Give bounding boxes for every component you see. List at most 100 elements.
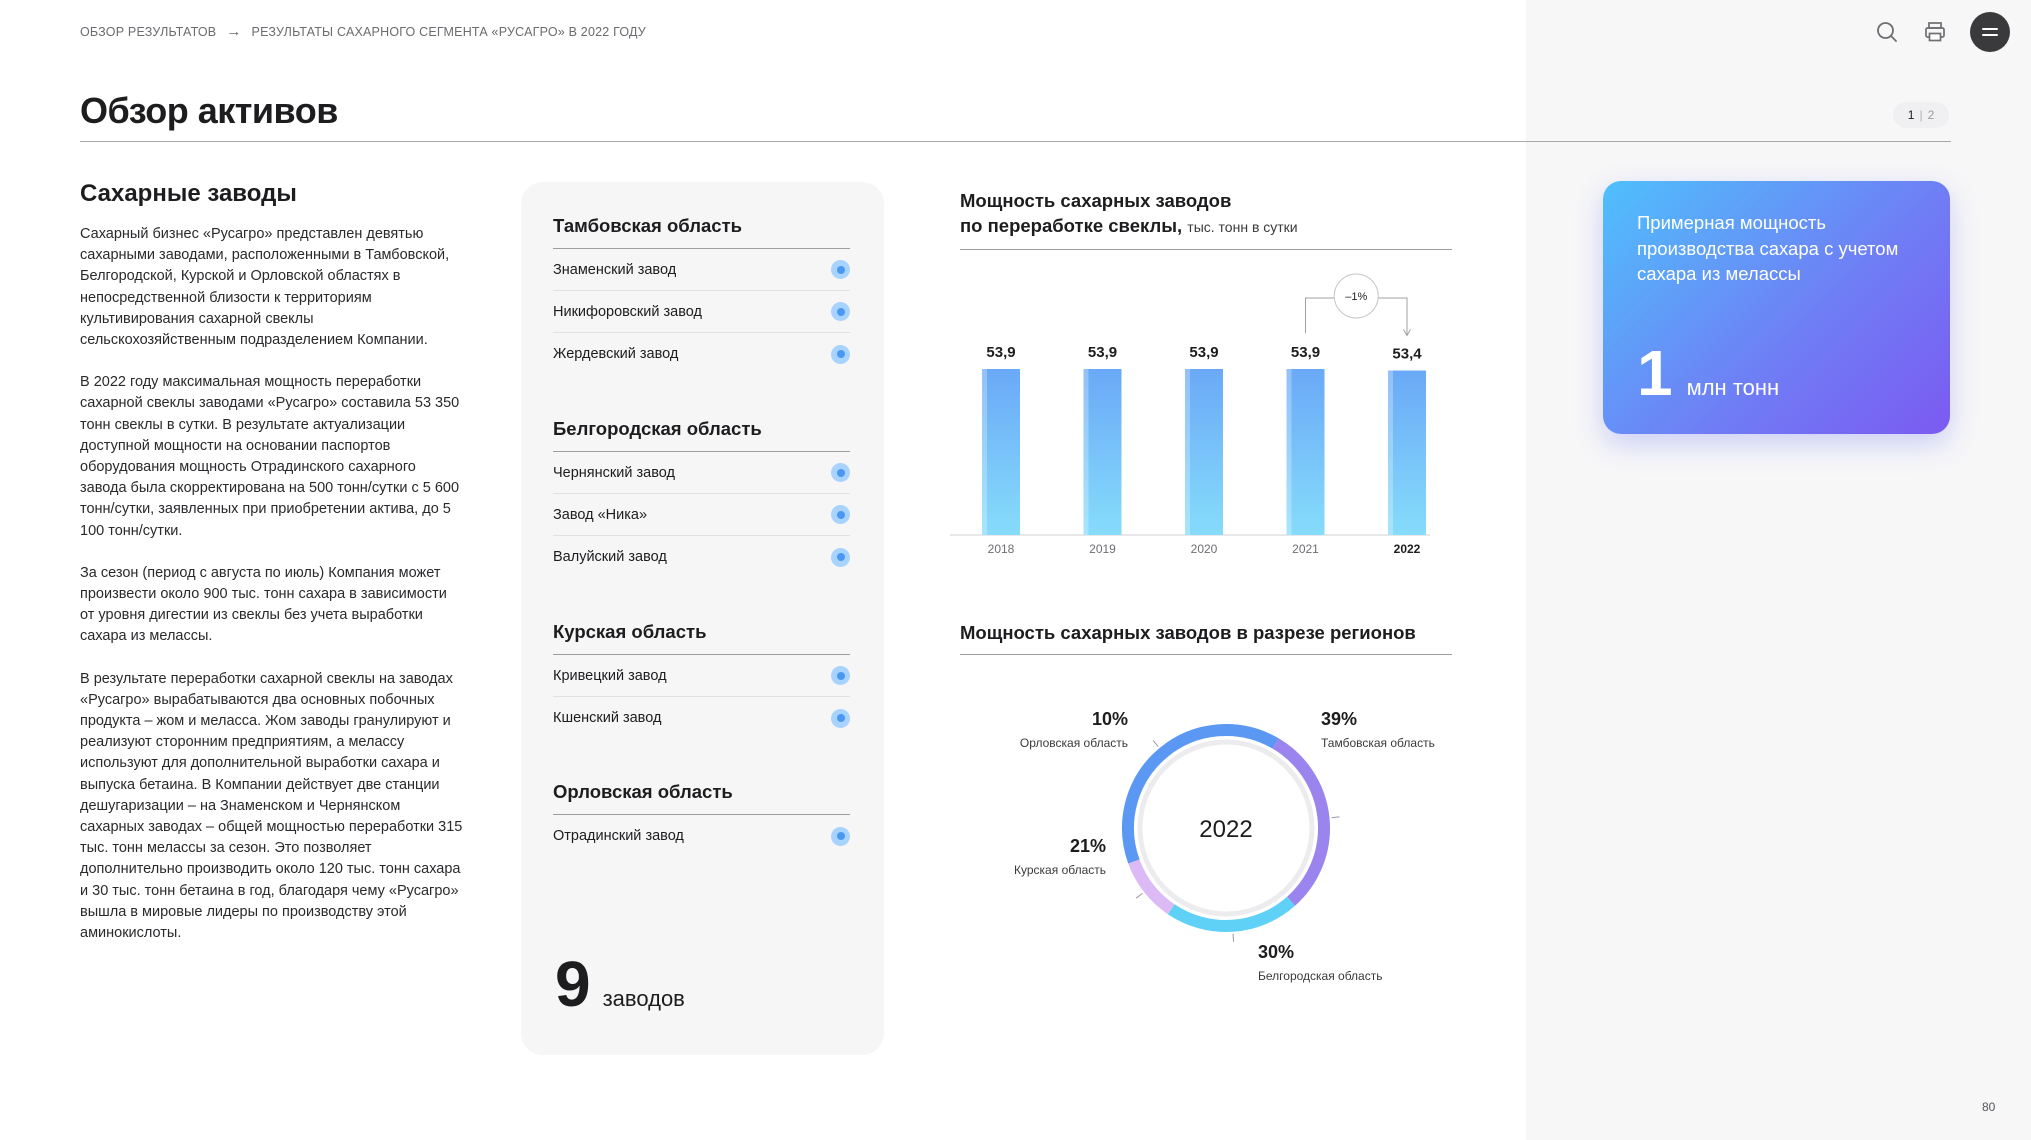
- slice-percent-label: 39%: [1321, 709, 1357, 729]
- paragraph: Сахарный бизнес «Русагро» представлен де…: [80, 226, 450, 349]
- map-pin-icon[interactable]: [831, 260, 850, 279]
- page-number: 80: [1982, 1100, 1996, 1114]
- callout-unit: млн тонн: [1686, 375, 1780, 400]
- paragraph: В результате переработки сахарной свеклы…: [80, 670, 463, 942]
- plant-row[interactable]: Никифоровский завод: [553, 291, 850, 333]
- map-pin-icon[interactable]: [831, 505, 850, 524]
- pager-current[interactable]: 1: [1907, 108, 1915, 122]
- pager-next[interactable]: 2: [1927, 108, 1935, 122]
- region-oryol: Орловская область Отрадинский завод: [553, 781, 850, 857]
- plant-row[interactable]: Кшенский завод: [553, 697, 850, 739]
- map-pin-icon[interactable]: [831, 708, 850, 728]
- map-pin-icon[interactable]: [831, 666, 850, 685]
- region-title: Орловская область: [553, 781, 850, 815]
- menu-icon: [1982, 28, 1998, 36]
- bar: [982, 369, 1020, 535]
- bar-highlight: [1286, 369, 1292, 535]
- plant-row[interactable]: Знаменский завод: [553, 249, 850, 291]
- bar-value-label: 53,9: [1189, 344, 1218, 361]
- map-pin-icon[interactable]: [831, 463, 850, 482]
- donut-slice: [1167, 896, 1296, 932]
- plant-row[interactable]: Завод «Ника»: [553, 494, 850, 536]
- donut-inner-ring: [1137, 739, 1315, 917]
- bar-highlight: [1388, 370, 1393, 535]
- right-panel-background: [1526, 0, 2031, 1140]
- bar-highlight: [1185, 369, 1190, 535]
- bar-highlight: [1083, 369, 1089, 535]
- bar-value-label: 53,9: [986, 344, 1015, 361]
- page-title: Обзор активов: [80, 90, 338, 131]
- map-pin-icon[interactable]: [831, 547, 850, 567]
- body-text: Сахарный бизнес «Русагро» представлен де…: [80, 224, 465, 965]
- region-kursk: Курская область Кривецкий завод Кшенский…: [553, 621, 850, 739]
- plant-name: Кшенский завод: [553, 710, 662, 726]
- print-button[interactable]: [1917, 14, 1953, 50]
- leader-line: [1135, 892, 1143, 899]
- map-pin-icon[interactable]: [831, 344, 850, 364]
- leader-line: [1331, 816, 1340, 819]
- breadcrumb-parent-link[interactable]: ОБЗОР РЕЗУЛЬТАТОВ: [80, 24, 217, 39]
- slice-name-label: Белгородская область: [1258, 969, 1382, 983]
- breadcrumb-current: РЕЗУЛЬТАТЫ САХАРНОГО СЕГМЕНТА «РУСАГРО» …: [251, 24, 646, 39]
- callout-value: 1 млн тонн: [1637, 341, 1779, 405]
- map-pin-icon[interactable]: [831, 826, 850, 846]
- paragraph: За сезон (период с августа по июль) Комп…: [80, 564, 447, 645]
- breadcrumb: ОБЗОР РЕЗУЛЬТАТОВ → РЕЗУЛЬТАТЫ САХАРНОГО…: [80, 23, 646, 40]
- bar-highlight: [982, 369, 987, 535]
- change-arrow-icon: [1403, 329, 1411, 337]
- plant-name: Знаменский завод: [553, 261, 677, 278]
- leader-line: [1152, 740, 1159, 747]
- x-tick-label: 2021: [1292, 542, 1319, 556]
- bar-chart-title: Мощность сахарных заводов по переработке…: [960, 188, 1452, 250]
- title-divider: [80, 141, 1951, 142]
- change-badge: [1333, 273, 1379, 319]
- leader-line: [1232, 933, 1235, 942]
- plants-total-label: заводов: [602, 986, 685, 1011]
- capacity-callout-card: Примерная мощность производства сахара с…: [1603, 181, 1950, 434]
- callout-number: 1: [1637, 337, 1673, 409]
- plant-name: Отрадинский завод: [553, 828, 684, 844]
- plant-row[interactable]: Валуйский завод: [553, 536, 850, 578]
- plant-name: Валуйский завод: [553, 549, 667, 565]
- plant-name: Чернянский завод: [553, 464, 675, 481]
- region-title: Тамбовская область: [553, 215, 850, 249]
- bar: [1083, 369, 1122, 535]
- donut-slice: [1128, 859, 1175, 915]
- slice-percent-label: 21%: [1070, 836, 1106, 856]
- pager-separator: |: [1919, 108, 1923, 122]
- bar: [1388, 370, 1426, 535]
- change-badge-label: –1%: [1345, 291, 1367, 303]
- x-tick-label: 2019: [1089, 542, 1116, 556]
- plant-row[interactable]: Отрадинский завод: [553, 815, 850, 857]
- print-icon: [1925, 22, 1945, 42]
- plant-row[interactable]: Чернянский завод: [553, 452, 850, 494]
- bar-value-label: 53,9: [1291, 344, 1320, 361]
- bar-value-label: 53,4: [1392, 346, 1422, 363]
- callout-text: Примерная мощность производства сахара с…: [1637, 212, 1899, 284]
- region-title: Белгородская область: [553, 418, 850, 452]
- x-tick-label: 2020: [1191, 542, 1218, 556]
- search-icon: [1877, 22, 1897, 42]
- plant-name: Кривецкий завод: [553, 667, 667, 684]
- plant-row[interactable]: Кривецкий завод: [553, 655, 850, 697]
- bar-chart-title-line1: Мощность сахарных заводов: [960, 190, 1232, 211]
- pager: 1 | 2: [1893, 102, 1949, 128]
- bar-chart-unit: тыс. тонн в сутки: [1187, 219, 1298, 235]
- map-pin-icon[interactable]: [831, 302, 850, 321]
- menu-button[interactable]: [1970, 12, 2010, 52]
- donut-chart-title: Мощность сахарных заводов в разрезе реги…: [960, 620, 1452, 655]
- slice-percent-label: 10%: [1092, 709, 1128, 729]
- plants-total: 9 заводов: [555, 952, 685, 1016]
- plant-name: Никифоровский завод: [553, 303, 702, 320]
- x-tick-label: 2018: [988, 542, 1015, 556]
- bar-value-label: 53,9: [1088, 344, 1117, 361]
- search-button[interactable]: [1869, 14, 1905, 50]
- plant-name: Жердевский завод: [553, 346, 679, 362]
- bar: [1185, 369, 1223, 535]
- slice-name-label: Курская область: [1014, 863, 1106, 877]
- plant-row[interactable]: Жердевский завод: [553, 333, 850, 375]
- region-tambov: Тамбовская область Знаменский завод Ники…: [553, 215, 850, 375]
- donut-slice: [1272, 738, 1330, 906]
- region-title: Курская область: [553, 621, 850, 655]
- plant-name: Завод «Ника»: [553, 506, 648, 523]
